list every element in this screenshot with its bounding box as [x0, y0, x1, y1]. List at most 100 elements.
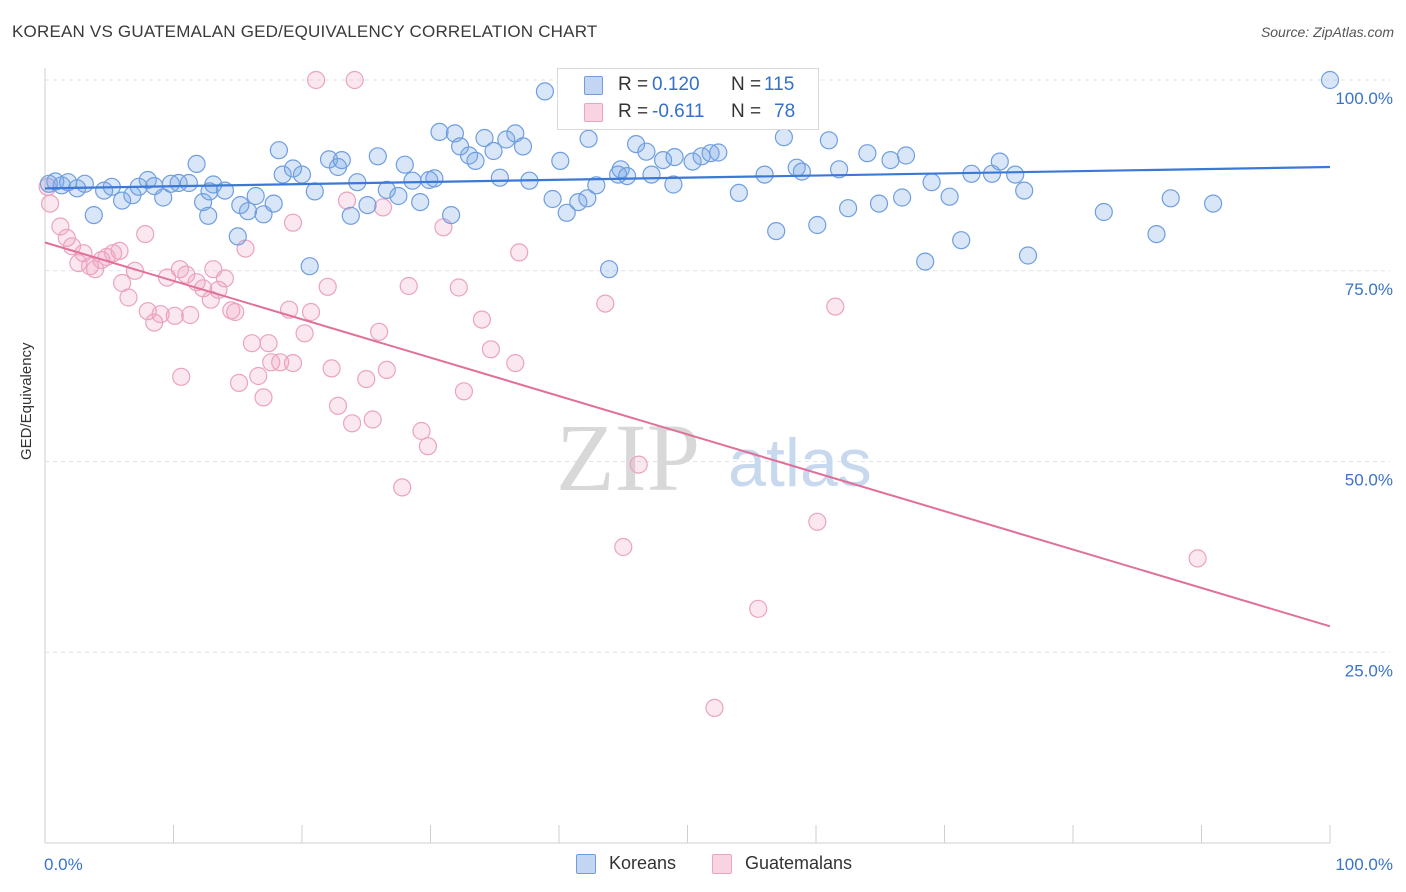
guatemalans-point — [215, 269, 234, 288]
koreans-point — [838, 199, 858, 218]
koreans-point — [1006, 165, 1025, 184]
koreans-point — [228, 227, 247, 246]
guatemalans-point — [363, 410, 382, 429]
koreans-point — [497, 130, 516, 149]
guatemalans-point — [510, 243, 529, 262]
koreans-point — [403, 171, 422, 190]
koreans-point — [154, 188, 173, 207]
koreans-point — [332, 151, 351, 170]
koreans-point — [238, 202, 258, 221]
r-label: R = — [618, 74, 649, 95]
guatemalans-point — [242, 334, 261, 353]
koreans-point — [578, 189, 597, 208]
koreans-point — [551, 151, 570, 170]
watermark-zip: ZIP — [556, 404, 700, 511]
series-koreans — [39, 70, 1340, 279]
koreans-point — [922, 173, 941, 192]
legend-swatch-blue — [576, 854, 596, 874]
koreans-point — [579, 129, 598, 148]
guatemalans-point — [808, 512, 827, 531]
guatemalans-point — [826, 297, 845, 316]
guatemalans-point — [449, 278, 468, 297]
guatemalans-point — [283, 354, 303, 373]
koreans-point — [1161, 189, 1180, 208]
koreans-point — [642, 165, 661, 184]
guatemalans-point — [40, 194, 60, 213]
n-label: N = — [731, 101, 762, 122]
source-label: Source: ZipAtlas.com — [1260, 24, 1394, 40]
koreans-point — [1094, 202, 1113, 222]
koreans-point — [1015, 181, 1034, 200]
watermark-atlas: atlas — [728, 425, 872, 501]
koreans-point — [305, 182, 324, 201]
guatemalans-point — [259, 334, 278, 353]
koreans-point — [916, 252, 935, 271]
koreans-point — [269, 141, 288, 160]
n-label: N = — [731, 74, 762, 95]
guatemalans-point — [749, 599, 768, 618]
koreans-point — [869, 194, 889, 213]
guatemalans-point — [229, 373, 249, 392]
koreans-point — [84, 206, 103, 225]
guatemalans-point — [418, 437, 437, 456]
guatemalans-point — [136, 225, 155, 244]
koreans-point — [484, 141, 503, 161]
koreans-point — [664, 175, 683, 194]
koreans-point — [300, 257, 319, 276]
koreans-point — [513, 137, 533, 156]
y-tick-label: 75.0% — [1345, 280, 1393, 299]
guatemalans-point — [318, 277, 337, 296]
chart-title: KOREAN VS GUATEMALAN GED/EQUIVALENCY COR… — [12, 22, 598, 41]
guatemalans-point — [705, 698, 724, 718]
koreans-point — [940, 187, 959, 206]
koreans-point — [683, 152, 702, 171]
koreans-point — [389, 186, 408, 206]
guatemalans-point — [345, 70, 364, 90]
koreans-point — [194, 193, 213, 212]
koreans-point — [283, 159, 303, 178]
guatemalans-point — [328, 396, 348, 415]
guatemalans-point — [377, 360, 396, 379]
legend-swatch-pink — [712, 854, 732, 874]
guatemalans-point — [283, 213, 303, 232]
koreans-point — [767, 222, 786, 241]
koreans-point — [475, 128, 494, 148]
x-tick-label-min: 0.0% — [44, 855, 83, 874]
koreans-point — [896, 146, 916, 165]
guatemalans-point — [110, 241, 129, 260]
guatemalans-point — [249, 366, 268, 386]
koreans-point — [990, 152, 1009, 171]
koreans-point — [368, 147, 387, 166]
koreans-point — [341, 206, 360, 225]
koreans-point — [626, 135, 646, 154]
koreans-point — [543, 189, 562, 209]
guatemalans-trend-line — [44, 241, 1331, 628]
guatemalans-point — [412, 421, 431, 441]
x-tick-label-max: 100.0% — [1335, 855, 1393, 874]
koreans-point — [665, 148, 684, 167]
guatemalans-point — [596, 294, 615, 313]
guatemalans-point — [399, 276, 418, 296]
koreans-point — [858, 144, 877, 163]
y-tick-label: 25.0% — [1345, 661, 1393, 680]
guatemalans-point — [370, 322, 389, 341]
guatemalans-point — [481, 340, 500, 359]
guatemalans-point — [125, 261, 144, 280]
koreans-point — [246, 186, 265, 206]
n-value: 78 — [774, 101, 796, 122]
guatemalans-point — [181, 305, 200, 325]
koreans-point — [273, 165, 292, 184]
koreans-point — [425, 169, 444, 188]
koreans-trend-line — [44, 165, 1331, 190]
guatemalans-point — [151, 305, 170, 324]
koreans-point — [490, 168, 509, 187]
guatemalans-point — [343, 414, 362, 433]
r-label: R = — [618, 101, 649, 122]
koreans-point — [112, 191, 132, 210]
koreans-point — [952, 231, 971, 250]
koreans-point — [430, 122, 449, 141]
guatemalans-point — [172, 367, 191, 386]
koreans-point — [792, 162, 812, 181]
koreans-point — [617, 167, 637, 186]
